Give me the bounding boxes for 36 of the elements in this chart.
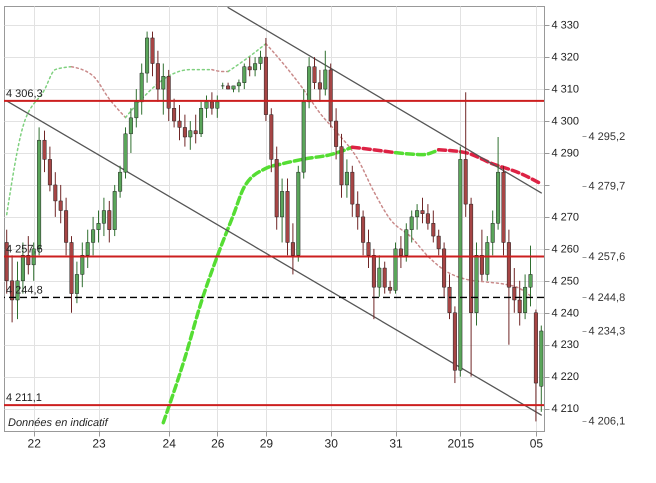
y-tick-label: 4 230 (552, 339, 580, 352)
y2-tick-label: 4 279,7 (588, 180, 626, 192)
annotation: Données en indicatif (8, 417, 109, 429)
x-tick-label: 26 (211, 436, 225, 450)
x-tick-label: 29 (260, 436, 274, 450)
x-tick-label: 22 (28, 436, 42, 450)
x-tick-label: 24 (162, 436, 176, 450)
y-tick-label: 4 240 (552, 307, 580, 320)
x-tick-label: 30 (324, 436, 338, 450)
y2-tick-label: 4 244,8 (588, 292, 626, 304)
y-tick-label: 4 320 (552, 52, 580, 64)
y-tick-label: 4 270 (552, 211, 580, 224)
y-tick-label: 4 330 (552, 20, 580, 32)
y-tick-label: 4 300 (552, 116, 580, 128)
line-series (265, 42, 532, 297)
line-series (162, 145, 354, 424)
y-tick-label: 4 260 (552, 243, 580, 256)
ref-line-label: 4 211,1 (6, 392, 42, 404)
y-tick-label: 4 250 (552, 275, 580, 288)
x-tick-label: 23 (92, 436, 106, 450)
x-tick-label: 2015 (447, 436, 474, 450)
line-series (436, 148, 544, 186)
y-tick-label: 4 220 (552, 371, 580, 384)
x-tick-label: 05 (530, 436, 544, 450)
line-series (70, 66, 126, 118)
y2-tick-label: 4 295,2 (588, 130, 626, 143)
ref-line-label: 4 306,3 (6, 88, 43, 100)
line-series (124, 68, 213, 118)
y-tick-label: 4 310 (552, 84, 580, 96)
y2-tick-label: 4 234,3 (588, 325, 626, 338)
line-series (6, 66, 72, 216)
y-tick-label: 4 210 (552, 403, 580, 416)
x-tick-label: 31 (389, 436, 403, 450)
y-tick-label: 4 290 (552, 147, 580, 160)
y2-tick-label: 4 206,1 (588, 416, 626, 428)
y2-tick-label: 4 257,6 (588, 251, 626, 264)
